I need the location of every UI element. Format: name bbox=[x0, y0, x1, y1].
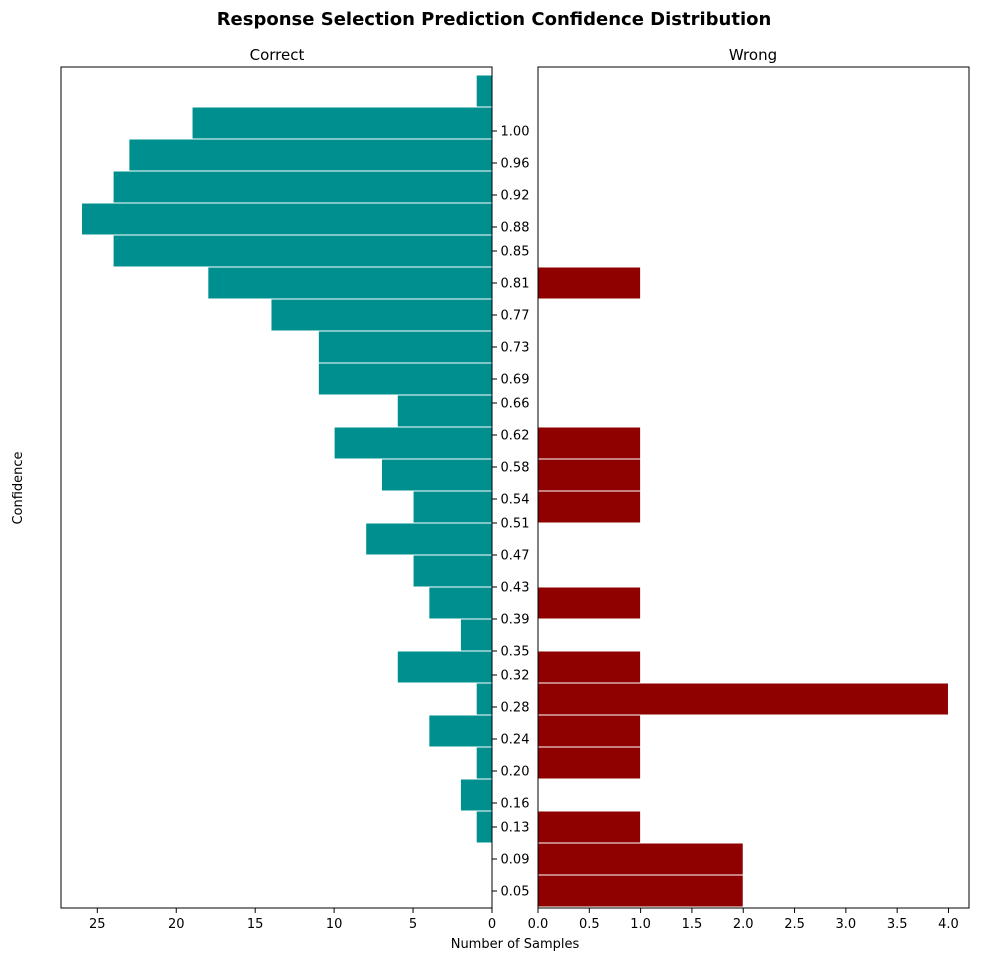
correct-bar-21 bbox=[81, 202, 493, 236]
correct-panel-title: Correct bbox=[250, 46, 305, 64]
y-axis-label: Confidence bbox=[11, 451, 26, 524]
y-tick-label-19: 0.77 bbox=[501, 309, 530, 324]
correct-bars bbox=[81, 74, 493, 844]
wrong-x-axis: 0.0 0.5 1.0 1.5 2.0 2.5 3.0 3.5 4.0 bbox=[528, 908, 959, 932]
wrong-x-tick-label-8: 4.0 bbox=[938, 917, 959, 932]
wrong-panel-title: Wrong bbox=[729, 46, 777, 64]
y-tick-label-24: 0.96 bbox=[501, 157, 530, 172]
correct-bar-23 bbox=[128, 138, 493, 172]
y-tick-label-11: 0.47 bbox=[501, 549, 530, 564]
correct-bar-2 bbox=[475, 810, 493, 844]
wrong-bar-5 bbox=[537, 714, 642, 748]
wrong-bar-7 bbox=[537, 650, 642, 684]
wrong-x-tick-label-7: 3.5 bbox=[887, 917, 908, 932]
wrong-bar-12 bbox=[537, 490, 642, 524]
wrong-bar-13 bbox=[537, 458, 642, 492]
correct-bar-7 bbox=[396, 650, 493, 684]
wrong-bar-9 bbox=[537, 586, 642, 620]
wrong-bar-2 bbox=[537, 810, 642, 844]
y-tick-label-1: 0.09 bbox=[501, 853, 530, 868]
y-tick-label-7: 0.32 bbox=[501, 669, 530, 684]
wrong-x-tick-label-5: 2.5 bbox=[784, 917, 805, 932]
y-tick-label-3: 0.16 bbox=[501, 797, 530, 812]
y-tick-label-21: 0.85 bbox=[501, 245, 530, 260]
correct-bar-25 bbox=[475, 74, 493, 108]
wrong-bar-1 bbox=[537, 842, 744, 876]
correct-panel-frame bbox=[60, 66, 493, 909]
correct-bar-8 bbox=[459, 618, 493, 652]
y-tick-label-6: 0.28 bbox=[501, 701, 530, 716]
y-tick-label-16: 0.66 bbox=[501, 397, 530, 412]
wrong-x-tick-label-0: 0.0 bbox=[528, 917, 549, 932]
y-tick-label-0: 0.05 bbox=[501, 885, 530, 900]
y-tick-label-2: 0.13 bbox=[501, 821, 530, 836]
correct-bar-13 bbox=[380, 458, 493, 492]
wrong-x-tick-label-6: 3.0 bbox=[836, 917, 857, 932]
correct-x-tick-label-0: 25 bbox=[89, 917, 106, 932]
correct-bar-4 bbox=[475, 746, 493, 780]
wrong-panel-frame bbox=[537, 66, 970, 909]
wrong-x-tick-label-4: 2.0 bbox=[733, 917, 754, 932]
wrong-bar-0 bbox=[537, 874, 744, 908]
wrong-bar-6 bbox=[537, 682, 949, 716]
y-tick-label-5: 0.24 bbox=[501, 733, 530, 748]
figure-title: Response Selection Prediction Confidence… bbox=[217, 9, 772, 30]
correct-bar-5 bbox=[428, 714, 493, 748]
wrong-bars bbox=[537, 266, 949, 908]
correct-bar-15 bbox=[396, 394, 493, 428]
wrong-bar-19 bbox=[537, 266, 642, 300]
y-tick-label-10: 0.43 bbox=[501, 581, 530, 596]
y-tick-label-8: 0.35 bbox=[501, 645, 530, 660]
correct-bar-14 bbox=[333, 426, 493, 460]
y-tick-label-20: 0.81 bbox=[501, 277, 530, 292]
x-axis-label: Number of Samples bbox=[451, 937, 580, 952]
y-tick-label-4: 0.20 bbox=[501, 765, 530, 780]
y-tick-label-13: 0.54 bbox=[501, 493, 530, 508]
correct-x-axis: 25 20 15 10 5 0 bbox=[89, 908, 496, 932]
correct-bar-24 bbox=[191, 106, 493, 140]
wrong-x-tick-label-1: 0.5 bbox=[579, 917, 600, 932]
wrong-x-tick-label-3: 1.5 bbox=[682, 917, 703, 932]
correct-bar-18 bbox=[270, 298, 493, 332]
correct-bar-22 bbox=[112, 170, 493, 204]
correct-bar-17 bbox=[317, 330, 493, 364]
correct-x-tick-label-3: 10 bbox=[326, 917, 343, 932]
wrong-bar-4 bbox=[537, 746, 642, 780]
y-tick-label-14: 0.58 bbox=[501, 461, 530, 476]
y-tick-label-17: 0.69 bbox=[501, 373, 530, 388]
correct-x-tick-label-1: 20 bbox=[168, 917, 185, 932]
correct-bar-10 bbox=[412, 554, 493, 588]
correct-x-tick-label-5: 0 bbox=[488, 917, 496, 932]
y-tick-label-18: 0.73 bbox=[501, 341, 530, 356]
correct-x-tick-label-4: 5 bbox=[409, 917, 417, 932]
y-tick-label-12: 0.51 bbox=[501, 517, 530, 532]
correct-bar-11 bbox=[365, 522, 493, 556]
correct-bar-3 bbox=[459, 778, 493, 812]
y-tick-label-9: 0.39 bbox=[501, 613, 530, 628]
y-tick-label-23: 0.92 bbox=[501, 189, 530, 204]
wrong-x-tick-label-2: 1.0 bbox=[630, 917, 651, 932]
correct-bar-12 bbox=[412, 490, 493, 524]
confidence-y-axis: 0.05 0.09 0.13 0.16 0.20 0.24 0.28 0.32 0.35 0.39… bbox=[492, 125, 529, 900]
correct-bar-16 bbox=[317, 362, 493, 396]
y-tick-label-25: 1.00 bbox=[501, 125, 530, 140]
wrong-bar-14 bbox=[537, 426, 642, 460]
correct-bar-20 bbox=[112, 234, 493, 268]
y-tick-label-22: 0.88 bbox=[501, 221, 530, 236]
correct-bar-19 bbox=[207, 266, 493, 300]
y-tick-label-15: 0.62 bbox=[501, 429, 530, 444]
correct-x-tick-label-2: 15 bbox=[247, 917, 264, 932]
correct-bar-6 bbox=[475, 682, 493, 716]
correct-bar-9 bbox=[428, 586, 493, 620]
